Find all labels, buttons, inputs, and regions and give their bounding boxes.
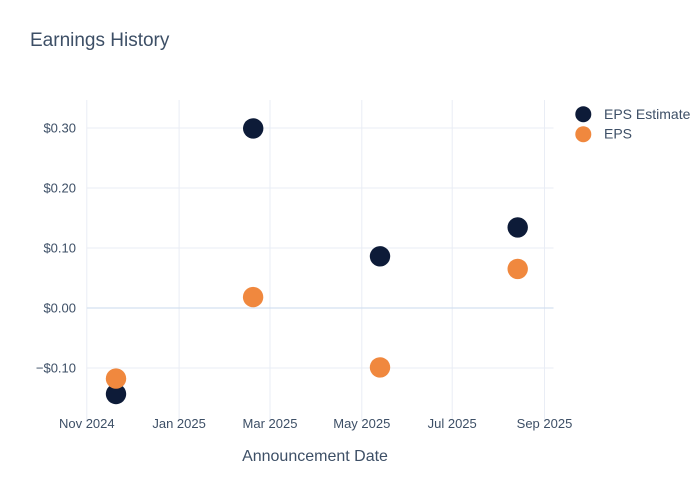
svg-text:$0.10: $0.10 xyxy=(43,241,76,256)
svg-text:EPS Estimate: EPS Estimate xyxy=(604,106,691,122)
svg-text:Jul 2025: Jul 2025 xyxy=(428,416,477,431)
svg-text:$0.30: $0.30 xyxy=(43,121,76,136)
svg-text:−$0.10: −$0.10 xyxy=(36,361,76,376)
svg-text:$0.00: $0.00 xyxy=(43,301,76,316)
svg-text:EPS: EPS xyxy=(604,126,632,142)
svg-text:May 2025: May 2025 xyxy=(333,416,390,431)
svg-text:Sep 2025: Sep 2025 xyxy=(517,416,573,431)
svg-text:Announcement Date: Announcement Date xyxy=(242,448,388,465)
svg-text:Jan 2025: Jan 2025 xyxy=(152,416,206,431)
svg-text:Nov 2024: Nov 2024 xyxy=(59,416,115,431)
svg-text:Mar 2025: Mar 2025 xyxy=(243,416,298,431)
svg-text:$0.20: $0.20 xyxy=(43,181,76,196)
